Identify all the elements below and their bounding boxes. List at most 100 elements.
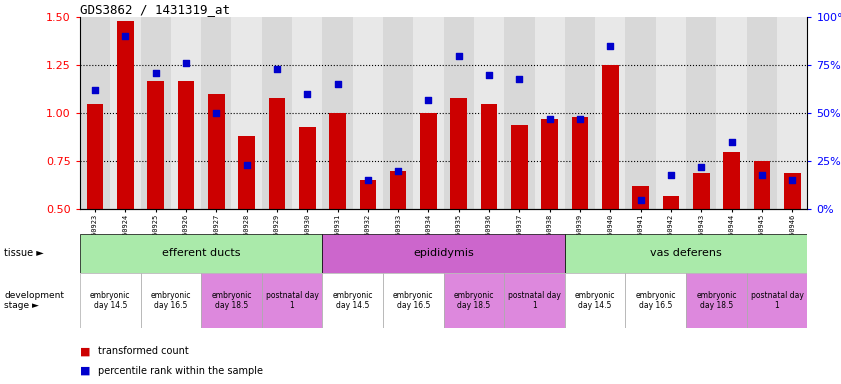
Text: ■: ■: [80, 366, 90, 376]
Bar: [80, 234, 322, 273]
Bar: [201, 17, 231, 209]
Point: [755, 172, 769, 178]
Bar: [140, 273, 201, 328]
Point: [664, 172, 678, 178]
Text: embryonic
day 16.5: embryonic day 16.5: [151, 291, 191, 310]
Text: vas deferens: vas deferens: [650, 248, 722, 258]
Text: embryonic
day 14.5: embryonic day 14.5: [90, 291, 130, 310]
Bar: [632, 186, 649, 209]
Text: tissue ►: tissue ►: [4, 248, 44, 258]
Point: [119, 33, 132, 40]
Text: development
stage ►: development stage ►: [4, 291, 64, 310]
Bar: [505, 273, 565, 328]
Bar: [663, 196, 680, 209]
Text: GDS3862 / 1431319_at: GDS3862 / 1431319_at: [80, 3, 230, 16]
Point: [149, 70, 162, 76]
Bar: [147, 81, 164, 209]
Point: [543, 116, 557, 122]
Point: [785, 177, 799, 184]
Bar: [208, 94, 225, 209]
Bar: [474, 17, 505, 209]
Bar: [383, 17, 413, 209]
Bar: [717, 17, 747, 209]
Point: [695, 164, 708, 170]
Bar: [322, 17, 352, 209]
Text: embryonic
day 14.5: embryonic day 14.5: [332, 291, 373, 310]
Point: [634, 197, 648, 203]
Bar: [505, 17, 535, 209]
Point: [421, 97, 435, 103]
Bar: [117, 21, 134, 209]
Point: [270, 66, 283, 72]
Bar: [572, 117, 589, 209]
Text: embryonic
day 14.5: embryonic day 14.5: [575, 291, 616, 310]
Bar: [87, 104, 103, 209]
Point: [300, 91, 314, 97]
Text: embryonic
day 18.5: embryonic day 18.5: [696, 291, 737, 310]
Bar: [565, 273, 626, 328]
Text: embryonic
day 18.5: embryonic day 18.5: [453, 291, 495, 310]
Bar: [686, 273, 747, 328]
Bar: [754, 161, 770, 209]
Point: [240, 162, 253, 168]
Point: [513, 76, 526, 82]
Bar: [420, 113, 436, 209]
Bar: [511, 125, 528, 209]
Bar: [747, 273, 807, 328]
Bar: [602, 65, 619, 209]
Bar: [413, 17, 444, 209]
Bar: [231, 17, 262, 209]
Bar: [390, 171, 406, 209]
Point: [88, 87, 102, 93]
Point: [725, 139, 738, 145]
Text: postnatal day
1: postnatal day 1: [266, 291, 319, 310]
Bar: [444, 273, 505, 328]
Bar: [177, 81, 194, 209]
Bar: [535, 17, 565, 209]
Text: ■: ■: [80, 346, 90, 356]
Bar: [80, 273, 140, 328]
Point: [361, 177, 374, 184]
Text: postnatal day
1: postnatal day 1: [751, 291, 803, 310]
Bar: [140, 17, 171, 209]
Point: [331, 81, 344, 88]
Bar: [626, 273, 686, 328]
Bar: [352, 17, 383, 209]
Bar: [542, 119, 558, 209]
Bar: [686, 17, 717, 209]
Point: [574, 116, 587, 122]
Text: epididymis: epididymis: [413, 248, 474, 258]
Bar: [595, 17, 626, 209]
Bar: [201, 273, 262, 328]
Bar: [656, 17, 686, 209]
Bar: [329, 113, 346, 209]
Point: [209, 110, 223, 116]
Bar: [565, 234, 807, 273]
Text: efferent ducts: efferent ducts: [161, 248, 241, 258]
Bar: [238, 136, 255, 209]
Point: [483, 72, 496, 78]
Bar: [693, 173, 710, 209]
Bar: [322, 234, 565, 273]
Bar: [359, 180, 376, 209]
Bar: [747, 17, 777, 209]
Bar: [784, 173, 801, 209]
Point: [391, 168, 405, 174]
Bar: [383, 273, 443, 328]
Bar: [723, 152, 740, 209]
Bar: [481, 104, 497, 209]
Bar: [171, 17, 201, 209]
Bar: [444, 17, 474, 209]
Bar: [777, 17, 807, 209]
Text: transformed count: transformed count: [98, 346, 189, 356]
Bar: [565, 17, 595, 209]
Bar: [322, 273, 383, 328]
Point: [604, 43, 617, 49]
Bar: [268, 98, 285, 209]
Text: embryonic
day 16.5: embryonic day 16.5: [636, 291, 676, 310]
Bar: [451, 98, 467, 209]
Bar: [262, 17, 292, 209]
Bar: [262, 273, 322, 328]
Bar: [292, 17, 322, 209]
Bar: [299, 127, 315, 209]
